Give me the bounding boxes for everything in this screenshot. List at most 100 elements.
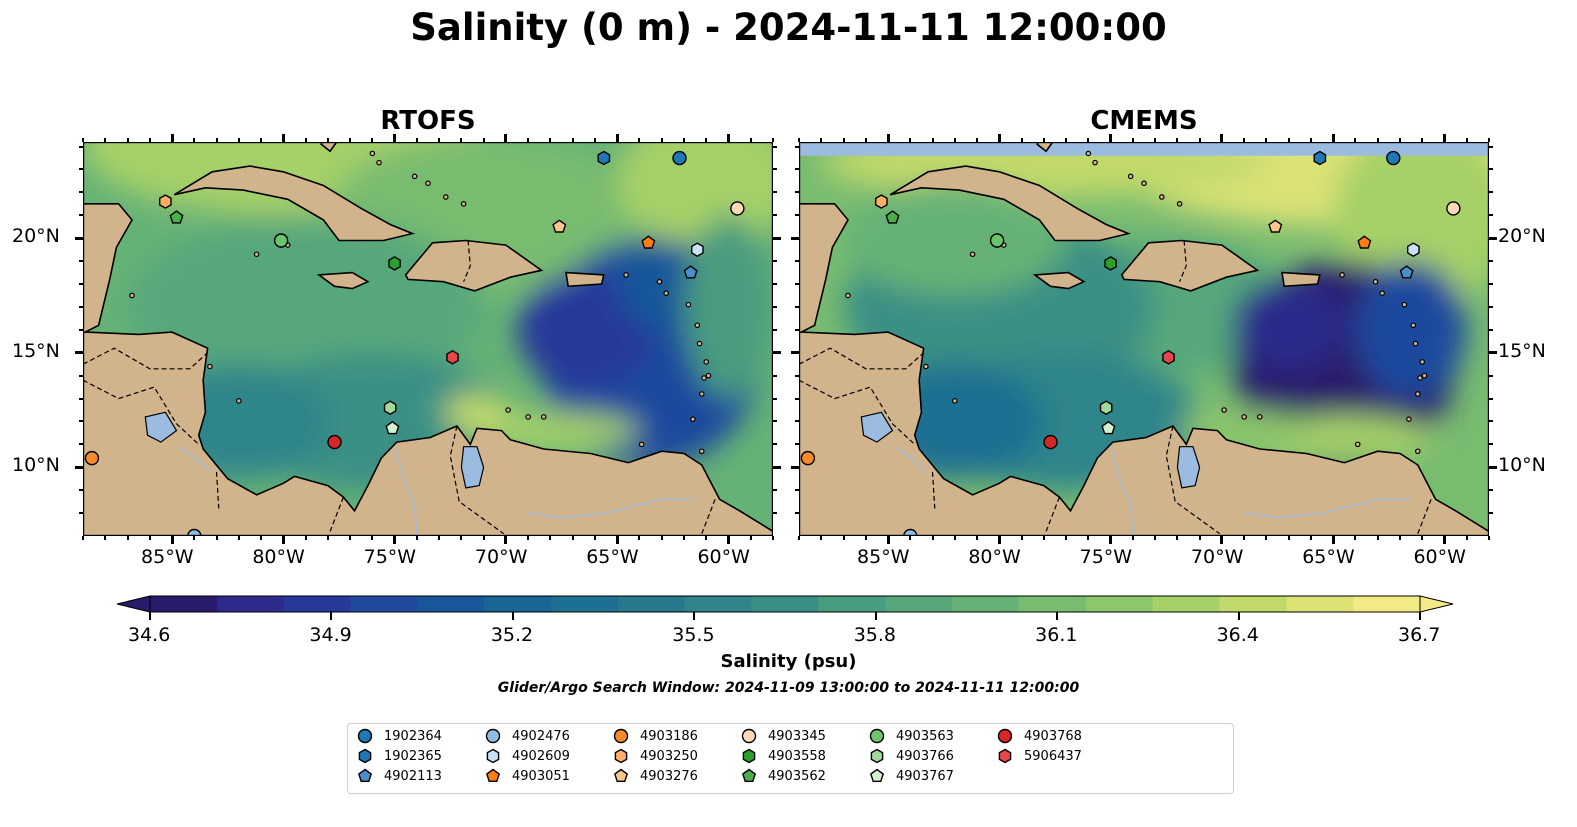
- float-marker-4902113[interactable]: [683, 265, 698, 279]
- float-marker-4903558[interactable]: [388, 256, 401, 271]
- lat-tick-mark: [79, 397, 83, 400]
- island: [698, 448, 705, 455]
- float-marker-1902364[interactable]: [672, 150, 687, 166]
- map-panel-cmems[interactable]: [799, 142, 1489, 536]
- float-marker-4903768[interactable]: [327, 434, 342, 450]
- float-marker-4903051[interactable]: [641, 235, 656, 249]
- float-marker-4902609[interactable]: [1407, 242, 1420, 258]
- float-marker-4903558[interactable]: [1104, 256, 1117, 271]
- island: [505, 407, 511, 413]
- land-hispaniola: [404, 239, 544, 292]
- lon-tick-mark: [705, 138, 708, 142]
- island: [1176, 201, 1183, 207]
- float-marker-4903250[interactable]: [158, 194, 172, 209]
- island: [253, 251, 260, 258]
- lat-tick-mark: [773, 420, 777, 423]
- float-marker-1902365[interactable]: [597, 150, 611, 166]
- legend-item-4903558: 4903558: [740, 746, 826, 766]
- float-marker-4903563[interactable]: [273, 233, 289, 248]
- float-marker-4903562[interactable]: [169, 210, 184, 224]
- island: [1414, 448, 1421, 455]
- island: [1414, 391, 1421, 397]
- lat-tick-mark: [75, 465, 83, 469]
- lon-tick-mark: [1109, 134, 1113, 142]
- lat-tick-label: 10°N: [1498, 454, 1546, 477]
- lat-tick-mark: [795, 420, 799, 423]
- float-marker-4903766[interactable]: [1099, 400, 1113, 416]
- float-marker-5906437[interactable]: [446, 349, 459, 365]
- float-marker-1902365[interactable]: [1313, 150, 1327, 166]
- lon-tick-mark: [438, 536, 441, 540]
- float-marker-4903345[interactable]: [1446, 201, 1461, 216]
- lon-tick-label: 65°W: [1302, 546, 1355, 568]
- map-frame: [799, 142, 1489, 536]
- island: [525, 414, 531, 420]
- legend-label: 4903562: [768, 768, 826, 784]
- lat-tick-mark: [773, 236, 781, 240]
- lon-tick-mark: [1309, 536, 1312, 540]
- map-panel-rtofs[interactable]: [83, 142, 773, 536]
- river: [1109, 446, 1134, 536]
- float-marker-4903345[interactable]: [730, 201, 745, 216]
- lat-tick-mark: [773, 465, 781, 469]
- float-marker-4903250[interactable]: [874, 194, 888, 209]
- float-marker-4903051[interactable]: [1357, 235, 1372, 249]
- float-marker-4903186[interactable]: [84, 450, 100, 466]
- lon-tick-mark: [1465, 138, 1468, 142]
- river: [393, 446, 418, 536]
- legend-marker-circle-icon: [869, 728, 885, 744]
- lon-tick-mark: [1176, 536, 1179, 540]
- float-marker-4903563[interactable]: [989, 233, 1005, 248]
- float-marker-4903186[interactable]: [800, 450, 816, 466]
- legend-label: 1902364: [384, 728, 442, 744]
- lat-tick-mark: [773, 145, 777, 148]
- lat-tick-mark: [1489, 145, 1493, 148]
- colorbar-swatch: [751, 596, 820, 612]
- lon-tick-mark: [593, 536, 596, 540]
- lon-tick-mark: [371, 536, 374, 540]
- float-marker-4903767[interactable]: [1101, 420, 1116, 435]
- colorbar-tick-mark: [330, 612, 333, 620]
- float-marker-4902609[interactable]: [691, 242, 704, 258]
- island: [207, 363, 213, 370]
- float-marker-4903766[interactable]: [383, 400, 397, 416]
- lon-tick-mark: [193, 138, 196, 142]
- legend-label: 4903563: [896, 728, 954, 744]
- lat-tick-mark: [773, 397, 777, 400]
- lon-tick-label: 65°W: [586, 546, 639, 568]
- float-marker-5906437[interactable]: [1162, 349, 1175, 365]
- float-marker-4903276[interactable]: [1268, 219, 1283, 233]
- float-marker-4902476[interactable]: [903, 528, 918, 537]
- lon-tick-mark: [170, 536, 174, 544]
- float-marker-4903276[interactable]: [552, 219, 567, 233]
- float-marker-4902476[interactable]: [187, 528, 202, 537]
- lat-tick-mark: [79, 420, 83, 423]
- island: [698, 391, 705, 397]
- lon-tick-mark: [1287, 536, 1290, 540]
- lon-tick-mark: [1065, 536, 1068, 540]
- float-marker-4903768[interactable]: [1043, 434, 1058, 450]
- float-marker-4903767[interactable]: [385, 420, 400, 435]
- lon-tick-mark: [504, 536, 508, 544]
- lon-tick-mark: [931, 536, 934, 540]
- lon-tick-mark: [976, 536, 979, 540]
- island: [705, 372, 712, 379]
- colorbar-tick-mark: [1237, 612, 1240, 620]
- float-marker-1902364[interactable]: [1386, 150, 1401, 166]
- float-marker-4903562[interactable]: [885, 210, 900, 224]
- island: [845, 292, 851, 299]
- lat-tick-mark: [773, 328, 777, 331]
- lon-tick-mark: [393, 536, 397, 544]
- float-marker-4902113[interactable]: [1399, 265, 1414, 279]
- lon-tick-mark: [482, 536, 485, 540]
- lon-tick-mark: [349, 138, 352, 142]
- lat-tick-mark: [795, 443, 799, 446]
- lon-tick-mark: [798, 536, 800, 540]
- colorbar-tick-mark: [874, 612, 877, 620]
- river: [894, 446, 927, 473]
- lon-tick-mark: [1354, 536, 1357, 540]
- legend-label: 4902113: [384, 768, 442, 784]
- island: [1417, 375, 1423, 381]
- legend-item-4903562: 4903562: [740, 766, 826, 786]
- lon-tick-mark: [549, 536, 552, 540]
